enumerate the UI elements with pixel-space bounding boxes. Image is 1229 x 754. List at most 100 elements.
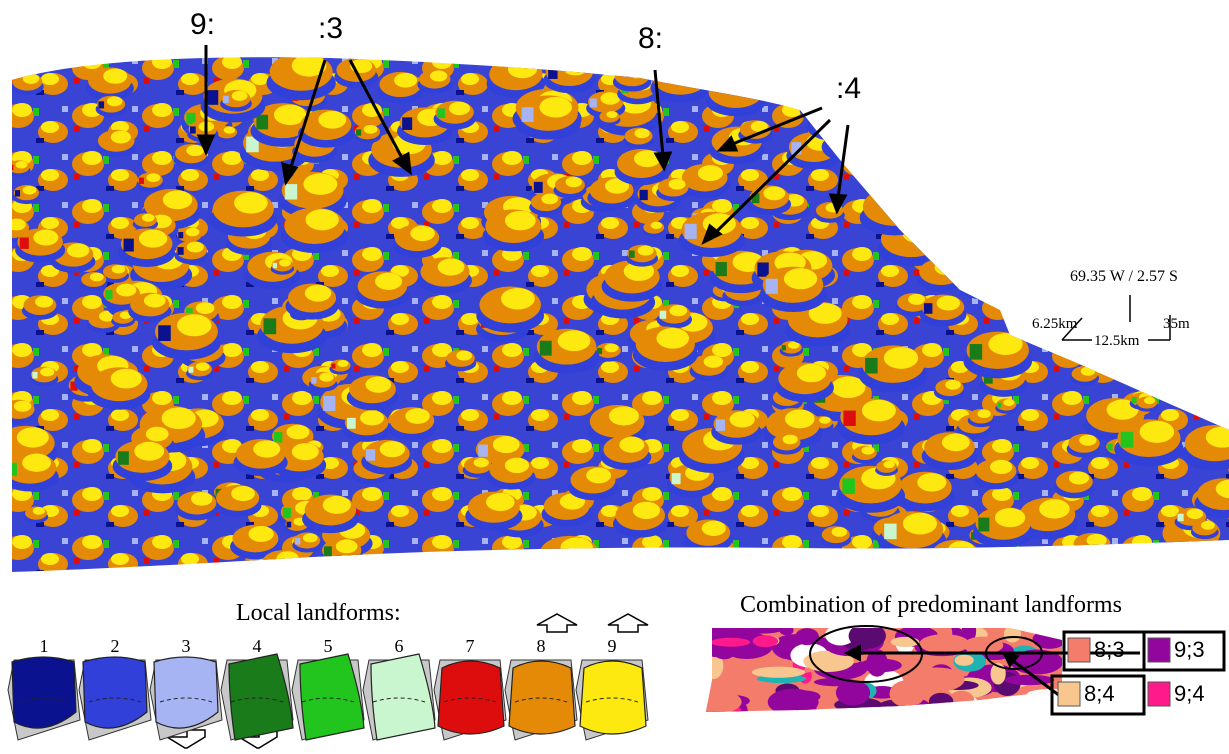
terrain-crest	[89, 272, 104, 282]
terrain-valley	[1015, 138, 1062, 162]
terrain-hill	[1188, 264, 1229, 303]
terrain-crest	[185, 227, 200, 237]
terrain-patch	[190, 126, 196, 134]
terrain-crest	[989, 459, 1013, 475]
terrain-patch	[256, 114, 269, 130]
terrain-crest	[908, 293, 926, 305]
terrain-patch	[1019, 138, 1029, 150]
terrain-crest	[304, 284, 332, 302]
terrain-crest	[784, 409, 815, 429]
combo-swatch-9-4	[1147, 681, 1171, 707]
terrain-hill	[1127, 304, 1153, 320]
terrain-crest	[912, 171, 927, 182]
terrain-crest	[103, 68, 128, 84]
terrain-patch	[1187, 558, 1195, 567]
terrain-crest	[1205, 426, 1229, 448]
terrain-crest	[1095, 549, 1119, 564]
terrain-crest	[291, 443, 319, 461]
map-region	[1004, 674, 1055, 686]
terrain-valley	[1034, 83, 1059, 96]
terrain-crest	[177, 314, 212, 337]
terrain-crest	[977, 409, 991, 419]
terrain-crest	[303, 173, 338, 195]
terrain-crest	[994, 507, 1026, 528]
map-region	[835, 680, 871, 706]
terrain-patch	[223, 95, 229, 103]
combination-map	[706, 628, 1062, 712]
terrain-crest	[902, 222, 936, 244]
terrain-valley	[945, 200, 1012, 234]
arrow-3b	[348, 59, 404, 159]
terrain-patch	[1131, 397, 1137, 403]
terrain-crest	[248, 525, 274, 543]
terrain-crest	[557, 330, 591, 352]
terrain-crest	[473, 457, 489, 468]
terrain-crest	[110, 130, 131, 144]
terrain-patch	[272, 262, 277, 269]
combination-legend-frames	[1050, 630, 1226, 716]
terrain-valley	[1184, 558, 1220, 572]
terrain-patch	[639, 189, 648, 201]
map-region	[889, 680, 926, 708]
terrain-valley	[1115, 81, 1178, 113]
terrain-hill	[1142, 104, 1179, 126]
terrain-patch	[206, 90, 219, 105]
terrain-crest	[637, 245, 654, 256]
terrain-crest	[1197, 553, 1215, 565]
terrain-crest	[360, 410, 385, 426]
arrowhead-4a	[716, 135, 739, 152]
terrain-patch	[978, 273, 984, 280]
terrain-patch	[1177, 513, 1184, 522]
terrain-valley	[959, 135, 990, 151]
terrain-crest	[606, 111, 618, 119]
terrain-patch	[123, 238, 134, 252]
down-arrow-icons	[164, 729, 278, 749]
terrain-patch	[715, 262, 727, 277]
terrain-patch	[659, 310, 667, 319]
terrain-hill	[1045, 111, 1088, 137]
terrain-crest	[883, 460, 895, 469]
map-region	[752, 635, 779, 648]
terrain-valley	[1106, 76, 1144, 95]
terrain-patch	[311, 377, 317, 384]
terrain-crest	[541, 193, 559, 205]
terrain-hill	[961, 265, 1007, 293]
terrain-crest	[116, 283, 137, 297]
terrain-patch	[158, 325, 171, 341]
terrain-crest	[500, 287, 535, 310]
terrain-patch	[812, 112, 823, 126]
landform-8-shape	[504, 659, 578, 741]
terrain-crest	[437, 258, 465, 276]
landform-6-shape	[362, 653, 436, 741]
terrain-hill	[1035, 79, 1058, 92]
terrain-crest	[1041, 72, 1066, 88]
terrain-patch	[1107, 443, 1113, 451]
terrain-valley	[1141, 111, 1181, 131]
terrain-crest	[727, 76, 758, 96]
terrain-crest	[885, 189, 921, 212]
terrain-patch	[963, 274, 973, 287]
terrain-patch	[323, 546, 332, 557]
landform-number: 6	[394, 636, 404, 656]
terrain-patch	[962, 135, 968, 143]
terrain-crest	[883, 346, 919, 369]
terrain-crest	[33, 229, 59, 246]
terrain-crest	[902, 512, 937, 535]
callout-9: 9:	[190, 8, 216, 41]
arrow-4a	[729, 106, 823, 147]
terrain-patch	[12, 164, 14, 171]
terrain-crest	[504, 457, 530, 474]
terrain-patch	[188, 366, 194, 373]
terrain-hill	[862, 187, 927, 226]
terrain-crest	[448, 101, 471, 116]
terrain-crest	[917, 473, 947, 492]
terrain-crest	[650, 221, 663, 230]
terrain-crest	[507, 59, 538, 79]
landform-legend-shapes	[7, 653, 649, 741]
terrain-surface	[12, 57, 1229, 572]
terrain-crest	[668, 178, 686, 190]
terrain-hill	[903, 171, 930, 187]
combination-swatches	[1057, 637, 1171, 707]
terrain-crest	[1059, 112, 1083, 127]
terrain-crest	[969, 189, 1003, 211]
